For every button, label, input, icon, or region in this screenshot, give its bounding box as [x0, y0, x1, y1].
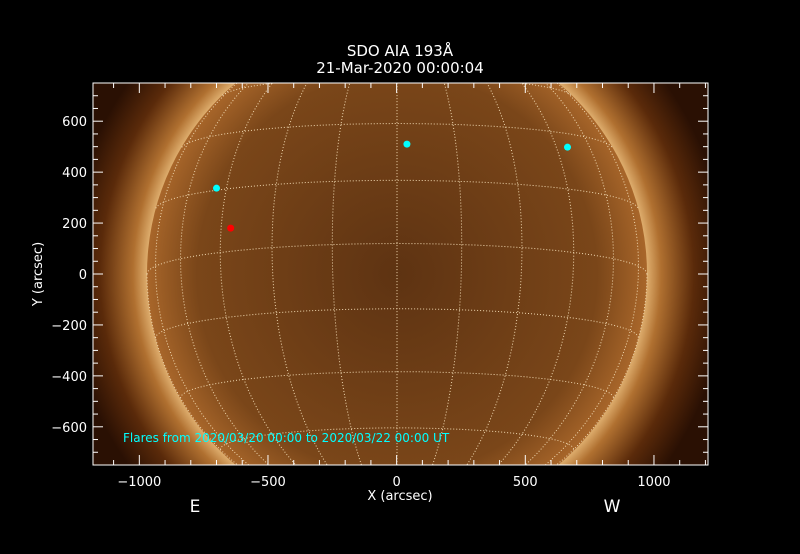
x-tick-label: 1000	[637, 475, 670, 490]
y-tick-label: 600	[62, 115, 87, 130]
heliographic-grid	[146, 26, 648, 514]
flare-annotation: Flares from 2020/03/20 00:00 to 2020/03/…	[123, 431, 450, 445]
west-label: W	[604, 497, 621, 517]
y-tick-label: −200	[51, 319, 87, 334]
east-label: E	[190, 497, 201, 517]
grid-line	[341, 26, 453, 30]
grid-line	[219, 427, 575, 450]
flare-point	[403, 140, 411, 148]
x-tick-label: −500	[250, 475, 286, 490]
y-tick-label: 0	[79, 268, 87, 283]
grid-line	[466, 83, 523, 465]
y-tick-label: −600	[51, 421, 87, 436]
y-tick-label: 400	[62, 166, 87, 181]
x-tick-label: 500	[513, 475, 538, 490]
y-tick-label: −400	[51, 370, 87, 385]
y-axis-label: Y (arcsec)	[31, 242, 46, 307]
grid-line	[155, 179, 639, 209]
grid-line	[271, 83, 328, 465]
grid-line	[222, 83, 572, 96]
grid-line	[146, 242, 648, 275]
solar-disk	[147, 83, 647, 465]
x-axis-label: X (arcsec)	[367, 489, 432, 504]
flare-point	[564, 143, 572, 151]
plot-area: Flares from 2020/03/20 00:00 to 2020/03/…	[93, 26, 708, 514]
chart-subtitle: 21-Mar-2020 00:00:04	[316, 59, 484, 77]
flare-point	[213, 184, 221, 192]
chart-title: SDO AIA 193Å	[347, 41, 454, 60]
x-tick-label: 0	[392, 475, 400, 490]
x-tick-label: −1000	[117, 475, 161, 490]
flare-point	[227, 224, 235, 232]
y-tick-label: 200	[62, 217, 87, 232]
grid-line	[332, 506, 461, 514]
